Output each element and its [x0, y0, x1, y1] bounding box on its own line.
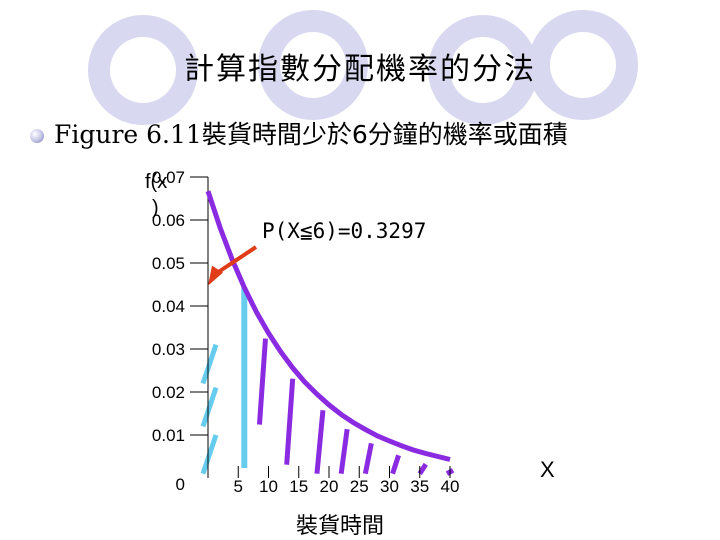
shaded-region-hatch [200, 386, 219, 428]
x-tick-label: 10 [259, 477, 278, 496]
slide-title: 計算指數分配機率的分法 [184, 52, 536, 87]
hatch-layer [200, 338, 455, 476]
decor-circle-2 [258, 10, 368, 120]
y-tick-label: 0.01 [152, 426, 185, 445]
x-tick-label: 40 [441, 477, 460, 496]
x-tick-label: 25 [350, 477, 369, 496]
x-tick-label: 35 [410, 477, 429, 496]
decor-circle-3 [428, 15, 538, 125]
x-tick-label: 15 [289, 477, 308, 496]
y-tick-label: 0.05 [152, 254, 185, 273]
tail-region-hatch [256, 338, 268, 425]
tail-region-hatch [338, 428, 350, 475]
tail-region-hatch [362, 442, 374, 475]
density-curve [205, 190, 451, 462]
tail-region-hatch [417, 462, 428, 476]
decor-circle-4 [528, 10, 638, 120]
probability-annotation: P(X≦6)=0.3297 [262, 219, 426, 243]
decor-circle-1 [88, 15, 198, 125]
bullet-icon [30, 129, 44, 143]
shaded-region-hatch [200, 343, 219, 385]
tail-region-hatch [390, 454, 401, 475]
y-axis-label-line2: ) [152, 197, 159, 219]
tail-region-hatch [284, 378, 296, 465]
y-ticks: 0 0.01 0.02 0.03 0.04 0.05 0.06 0.07 [152, 168, 208, 494]
arrow-icon [208, 245, 258, 286]
x-tick-label: 20 [320, 477, 339, 496]
x-ticks: 5 10 15 20 25 30 35 40 [207, 466, 460, 496]
y-tick-label: 0.07 [152, 168, 185, 187]
bullet-text: 裝貨時間少於6分鐘的機率或面積 [201, 120, 568, 149]
y-tick-label: 0.03 [152, 340, 185, 359]
y-tick-label: 0 [176, 475, 185, 494]
x-axis-letter: X [540, 457, 555, 482]
bullet-item: Figure 6.11裝貨時間少於6分鐘的機率或面積 [30, 115, 568, 151]
tail-region-hatch [314, 410, 326, 474]
y-tick-label: 0.02 [152, 383, 185, 402]
y-tick-label: 0.04 [152, 297, 185, 316]
x-axis-title: 裝貨時間 [295, 514, 384, 539]
y-axis-label-line1: f(x [145, 171, 167, 193]
bullet-figure-label: Figure 6.11 [54, 120, 202, 149]
x-tick-label: 5 [234, 477, 243, 496]
y-tick-label: 0.06 [152, 211, 185, 230]
x-tick-label: 30 [380, 477, 399, 496]
shaded-region-hatch [200, 434, 219, 475]
